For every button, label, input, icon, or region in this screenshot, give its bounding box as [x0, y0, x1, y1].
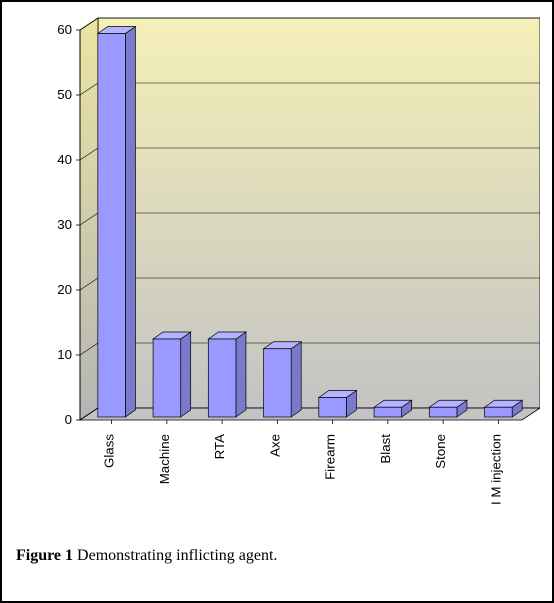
bar-chart: 0 10 20 30 40 50 60 Glass Machine RTA Axe Firearm Bl…	[16, 14, 538, 534]
svg-text:10: 10	[57, 347, 72, 362]
figure-label: Figure 1	[16, 547, 73, 564]
svg-text:Stone: Stone	[433, 434, 448, 469]
svg-text:60: 60	[57, 22, 72, 37]
svg-text:Machine: Machine	[157, 434, 172, 484]
svg-text:RTA: RTA	[212, 434, 227, 459]
svg-text:Blast: Blast	[378, 434, 393, 464]
svg-text:Axe: Axe	[267, 434, 282, 457]
svg-text:0: 0	[65, 412, 72, 427]
svg-text:50: 50	[57, 87, 72, 102]
svg-text:Glass: Glass	[102, 434, 117, 468]
figure-caption-text: Demonstrating inflicting agent.	[73, 547, 277, 564]
svg-text:I M injection: I M injection	[488, 434, 503, 505]
svg-text:40: 40	[57, 152, 72, 167]
svg-text:20: 20	[57, 282, 72, 297]
svg-text:30: 30	[57, 217, 72, 232]
figure-frame: 0 10 20 30 40 50 60 Glass Machine RTA Axe Firearm Bl…	[0, 0, 554, 603]
figure-caption: Figure 1 Demonstrating inflicting agent.	[16, 546, 538, 565]
svg-text:Firearm: Firearm	[323, 434, 338, 480]
